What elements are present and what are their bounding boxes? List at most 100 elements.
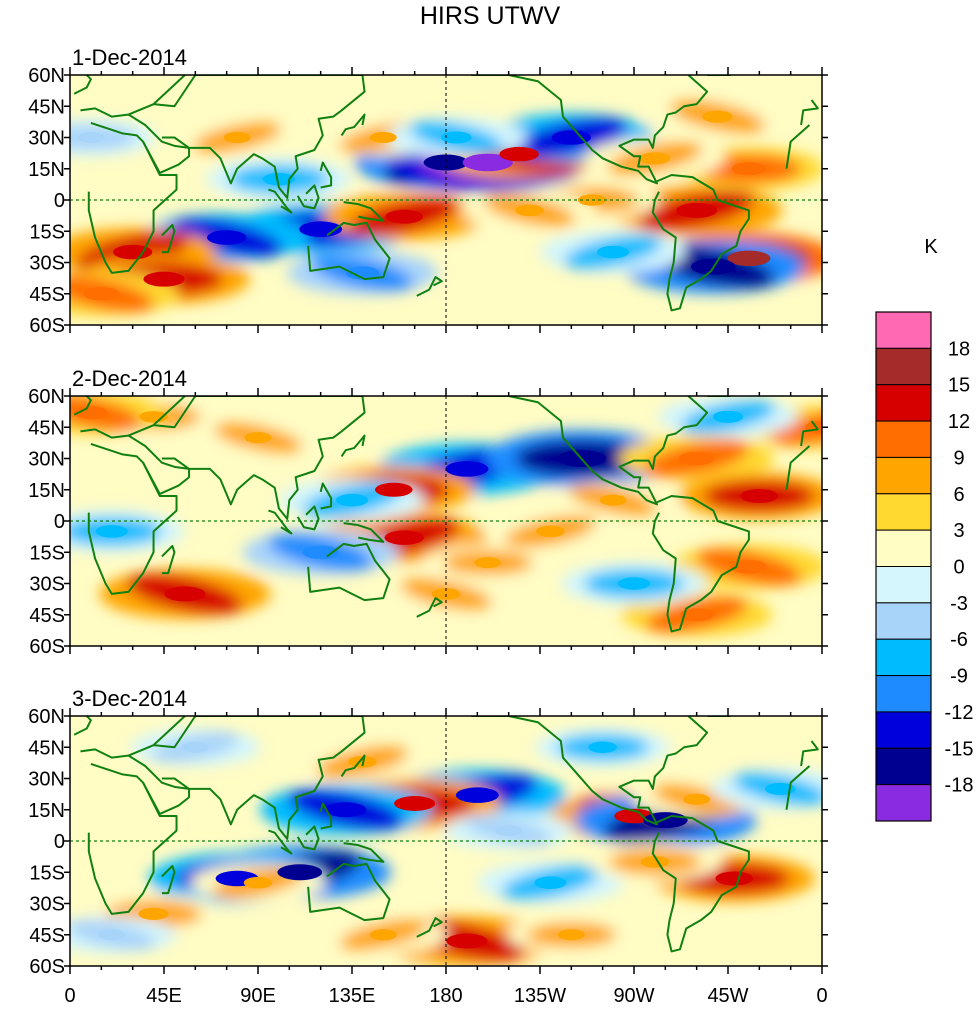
colorbar-swatch [875, 493, 932, 531]
colorbar-tick-label: 3 [953, 520, 964, 542]
coastline-sumatra [268, 188, 293, 214]
anomaly-core-21 [431, 588, 461, 600]
colorbar-swatch [875, 311, 932, 349]
y-tick-label: 30S [29, 894, 65, 916]
panel-2: 2-Dec-2014 60N 45N 30N 15N 0 15S 30S 45S 60S [28, 366, 828, 658]
anomaly-core-5 [740, 489, 779, 503]
colorbar-tick-label: 18 [948, 338, 970, 360]
panel-title: 1-Dec-2014 [72, 45, 187, 70]
y-tick-label: 45S [29, 925, 65, 947]
coastline-borneo [296, 825, 320, 851]
coastline-new-zealand [416, 917, 443, 938]
y-tick-label: 60N [28, 65, 65, 87]
colorbar-tick-label: -6 [950, 629, 968, 651]
coastline-philippines [319, 161, 333, 189]
y-tick-label: 45S [29, 605, 65, 627]
coastline-south-america [651, 174, 750, 312]
y-tick-label: 30S [29, 574, 65, 596]
y-tick-label: 30N [28, 128, 65, 150]
y-tick-label: 15S [29, 542, 65, 564]
coastline-europe [73, 396, 819, 447]
colorbar-tick-label: -18 [945, 775, 974, 797]
anomaly-core-20 [95, 525, 128, 538]
colorbar-tick-label: -3 [950, 593, 968, 615]
x-tick-label: 135E [329, 985, 376, 1007]
colorbar-tick-label: -12 [945, 702, 974, 724]
y-tick-label: 60S [29, 636, 65, 658]
anomaly-core-15 [515, 204, 544, 217]
colorbar-swatch [875, 456, 932, 495]
coastline-madagascar [161, 224, 176, 254]
coastline-philippines [319, 802, 333, 830]
colorbar-tick-label: 15 [948, 375, 970, 397]
anomaly-core-22 [597, 245, 630, 259]
coastline-japan [340, 113, 366, 136]
anomaly-core-2 [394, 796, 436, 811]
colorbar-swatch [875, 711, 932, 749]
anomaly-core-19 [335, 493, 369, 507]
coastline-europe [73, 75, 819, 126]
coastline-australia [307, 542, 391, 602]
anomaly-core-8 [143, 271, 185, 287]
coastline-asia [127, 716, 366, 840]
anomaly-core-1 [455, 787, 499, 803]
anomaly-core-19 [223, 132, 251, 143]
panel-3: 3-Dec-2014 60N 45N 30N 15N 0 15S 30S 45S 60S 0 45E 9… [28, 686, 828, 1007]
anomaly-core-21 [98, 929, 126, 941]
x-tick-label: 0 [64, 985, 75, 1007]
anomaly-core-3 [599, 494, 627, 506]
y-tick-label: 60S [29, 315, 65, 337]
coastline-new-guinea [343, 842, 385, 863]
panel-1: 1-Dec-2014 60N 45N 30N 15N 0 15S 30S 45S 60S [28, 45, 828, 337]
coastline-philippines [319, 482, 333, 510]
anomaly-core-7 [384, 530, 424, 545]
y-tick-label: 0 [54, 831, 65, 853]
colorbar-swatch [875, 529, 932, 568]
y-tick-label: 60N [28, 386, 65, 408]
anomaly-core-1 [445, 461, 489, 477]
coastline-borneo [296, 184, 320, 210]
colorbar-frame [875, 311, 932, 822]
coastline-sumatra [268, 509, 293, 535]
anomaly-core-9 [446, 933, 488, 949]
coastlines [73, 396, 819, 633]
anomaly-core-4 [678, 451, 715, 466]
anomaly-core-21 [441, 131, 472, 144]
figure-title: HIRS UTWV [420, 2, 561, 30]
anomaly-core-14 [588, 741, 617, 753]
coastlines [73, 75, 819, 312]
anomaly-core-24 [345, 266, 380, 280]
anomaly-core-10 [676, 202, 718, 218]
coastline-india-arabia [142, 777, 191, 815]
coastline-new-guinea [343, 522, 385, 543]
panel-title: 2-Dec-2014 [72, 366, 187, 391]
field-panel-1 [70, 75, 822, 325]
anomaly-core-11 [727, 250, 771, 267]
anomaly-core-13 [385, 209, 424, 224]
anomaly-core-7 [112, 244, 153, 260]
anomaly-core-13 [534, 876, 567, 889]
colorbar-swatch [875, 675, 932, 713]
colorbar-tick-label: -15 [945, 738, 974, 760]
coastline-japan [340, 434, 366, 457]
y-tick-label: 15S [29, 862, 65, 884]
y-tick-label: 0 [54, 190, 65, 212]
y-tick-label: 15N [28, 159, 65, 181]
coastline-australia [307, 862, 391, 922]
anomaly-core-10 [243, 876, 273, 889]
y-tick-label: 15N [28, 800, 65, 822]
coastline-india-arabia [142, 457, 191, 495]
colorbar-tick-label: 12 [948, 411, 970, 433]
coastline-greenland [707, 396, 781, 397]
x-tick-label: 45E [146, 985, 182, 1007]
coastline-new-guinea [343, 201, 385, 222]
anomaly-core-20 [77, 132, 105, 143]
colorbar-swatch [875, 784, 932, 822]
y-tick-label: 45N [28, 737, 65, 759]
field-panel-3 [70, 716, 822, 966]
coastline-europe [73, 716, 819, 767]
anomaly-core-15 [765, 782, 796, 795]
anomaly-core-7 [642, 812, 688, 829]
coastline-asia [127, 396, 366, 520]
